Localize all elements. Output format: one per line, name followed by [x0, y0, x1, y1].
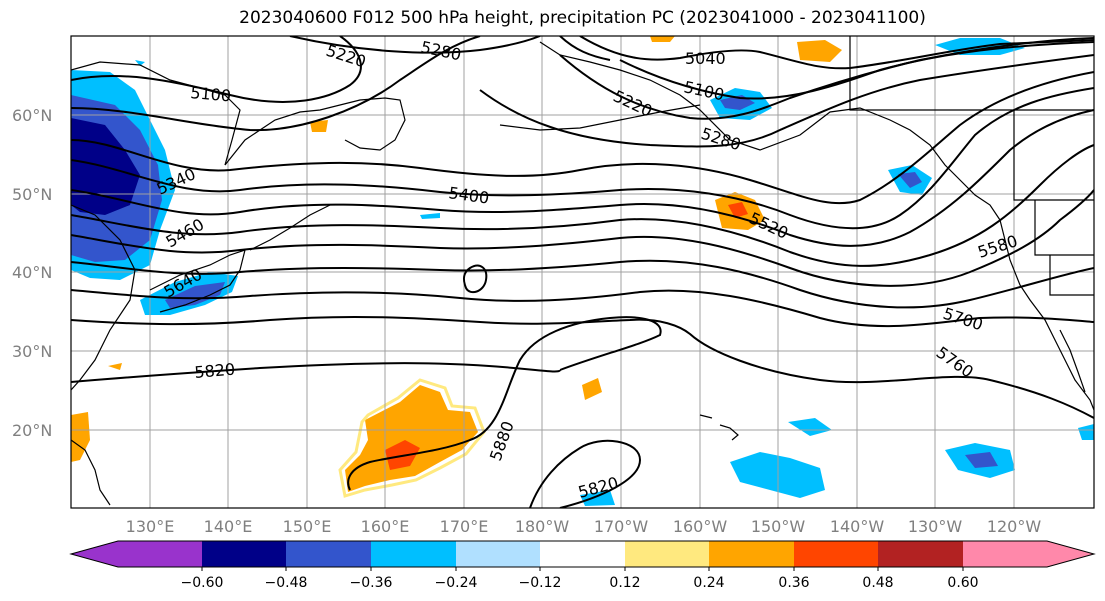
colorbar-seg-10	[963, 541, 1094, 567]
contour-5460	[71, 109, 1094, 247]
contour-5280-e	[479, 54, 1094, 148]
precip-pos-mid-core	[728, 202, 748, 218]
lon-label: 150°E	[283, 517, 332, 536]
precip-pos-top	[650, 36, 675, 42]
coast-japan	[149, 249, 246, 313]
colorbar-tick-label: 0.24	[693, 575, 724, 591]
lon-label: 140°E	[204, 517, 253, 536]
contour-5760	[71, 315, 1094, 419]
lat-label: 30°N	[12, 342, 52, 361]
lon-label: 180°W	[515, 517, 570, 536]
precip-neg-e2	[1078, 424, 1094, 440]
precip-pos-small3	[108, 363, 122, 370]
contour-label: 5100	[190, 83, 232, 105]
colorbar-tick-label: −0.24	[435, 575, 478, 591]
precip-neg-e1-core	[965, 452, 998, 468]
colorbar-outline	[69, 540, 1096, 568]
contour-5880	[347, 316, 662, 491]
latitude-labels: 60°N 50°N 40°N 30°N 20°N	[12, 106, 52, 440]
colorbar: −0.60 −0.48 −0.36 −0.24 −0.12 0.12 0.24 …	[69, 540, 1096, 591]
lon-label: 170°W	[594, 517, 649, 536]
lon-label: 140°W	[830, 517, 885, 536]
precip-kur	[420, 213, 440, 219]
map-title: 2023040600 F012 500 hPa height, precipit…	[239, 8, 926, 28]
longitude-labels: 130°E 140°E 150°E 160°E 170°E 180°W 170°…	[126, 517, 1042, 536]
coast-asia	[71, 204, 136, 391]
colorbar-seg-7	[709, 541, 794, 567]
colorbar-tick-label: 0.48	[862, 575, 893, 591]
contour-5700	[71, 289, 1094, 328]
colorbar-seg-9	[878, 541, 963, 567]
border-us-3	[1049, 255, 1094, 296]
height-contours	[71, 36, 1094, 508]
lat-label: 60°N	[12, 106, 52, 125]
contour-5040	[579, 36, 1094, 70]
border-us-2	[1034, 200, 1094, 256]
contour-5520	[71, 144, 1094, 267]
contour-5100-w	[71, 36, 362, 103]
contour-5820	[71, 362, 561, 383]
contour-label: 5040	[685, 49, 726, 68]
coast-kamchatka	[224, 97, 406, 166]
coast-na-west	[999, 219, 1094, 411]
coast-alaska	[539, 41, 1001, 221]
precip-pos-small1	[310, 120, 328, 132]
precip-pos-small2	[582, 378, 602, 400]
lat-label: 40°N	[12, 263, 52, 282]
precip-pos-sw	[345, 385, 478, 492]
precip-neg-w	[580, 490, 615, 506]
colorbar-tick-label: 0.12	[609, 575, 640, 591]
lon-label: 130°E	[126, 517, 175, 536]
colorbar-seg-8	[794, 541, 878, 567]
colorbar-tick-label: −0.60	[181, 575, 224, 591]
lon-label: 160°W	[673, 517, 728, 536]
colorbar-tick-label: 0.60	[947, 575, 978, 591]
contour-5580	[71, 189, 1094, 287]
contour-label: 5820	[194, 360, 236, 382]
contour-5220-e	[559, 37, 1094, 120]
coast-baja	[1059, 329, 1086, 393]
contour-5160-top	[559, 36, 611, 61]
precip-bc-core	[898, 172, 922, 188]
lon-label: 130°W	[908, 517, 963, 536]
map-frame	[70, 35, 1095, 509]
coast-ph	[71, 439, 111, 506]
precip-pos-ak	[797, 40, 842, 62]
coast-aleutian	[499, 104, 701, 131]
lat-label: 20°N	[12, 421, 52, 440]
contour-closed	[462, 264, 488, 294]
contour-5280-w	[289, 36, 541, 54]
colorbar-seg-1	[202, 541, 286, 567]
precip-japan-core	[165, 282, 225, 308]
precip-neg-hi2	[788, 418, 832, 436]
colorbar-tick-label: 0.36	[778, 575, 809, 591]
colorbar-seg-6	[625, 541, 709, 567]
colorbar-tick-label: −0.12	[519, 575, 562, 591]
lon-label: 170°E	[440, 517, 489, 536]
lon-label: 160°E	[361, 517, 410, 536]
lon-label: 150°W	[751, 517, 806, 536]
contour-5340	[71, 71, 1094, 205]
contour-5400	[71, 87, 1094, 230]
colorbar-seg-2	[286, 541, 371, 567]
colorbar-ticks	[201, 567, 964, 571]
precip-pos-sw-rim	[338, 378, 486, 498]
precip-ok	[135, 60, 145, 66]
colorbar-tick-label: −0.48	[265, 575, 308, 591]
colorbar-seg-0	[71, 541, 202, 567]
lat-label: 50°N	[12, 185, 52, 204]
coast-kurils	[249, 204, 331, 251]
colorbar-seg-3	[371, 541, 456, 567]
contour-5100-e	[619, 41, 1094, 100]
colorbar-tick-labels: −0.60 −0.48 −0.36 −0.24 −0.12 0.12 0.24 …	[181, 575, 979, 591]
contour-5640	[71, 259, 1094, 309]
lon-label: 120°W	[987, 517, 1042, 536]
contour-5220-w	[71, 36, 481, 132]
colorbar-tick-label: −0.36	[350, 575, 393, 591]
coast-hawaii	[699, 414, 739, 441]
border-us-1	[1013, 110, 1094, 201]
colorbar-seg-4	[456, 541, 540, 567]
contour-5820-s	[529, 439, 642, 508]
colorbar-seg-5	[540, 541, 625, 567]
